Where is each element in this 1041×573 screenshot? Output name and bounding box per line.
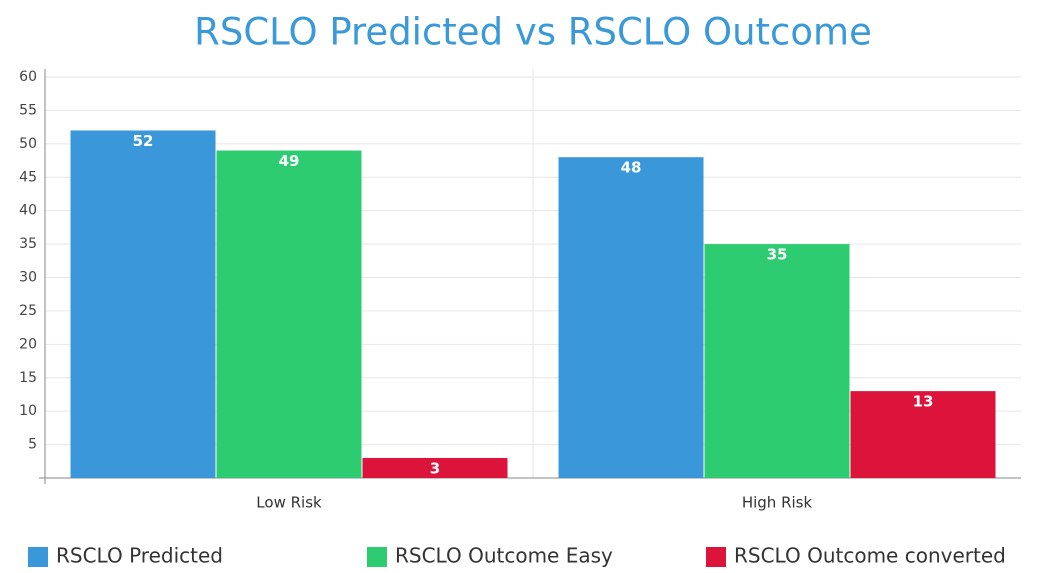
legend-swatch [28, 547, 48, 567]
y-tick-label: 20 [19, 336, 37, 352]
y-tick-label: 5 [28, 437, 37, 453]
data-label: 35 [767, 246, 788, 264]
y-tick-label: 10 [19, 403, 37, 419]
bar [216, 150, 362, 478]
data-label: 48 [621, 159, 642, 177]
x-tick-label: Low Risk [256, 494, 322, 512]
bar [70, 130, 216, 478]
x-tick-label: High Risk [742, 494, 813, 512]
data-label: 3 [430, 459, 440, 477]
bar [558, 157, 704, 478]
bar [704, 244, 850, 478]
legend-swatch [706, 547, 726, 567]
legend-label: RSCLO Outcome Easy [395, 544, 613, 568]
legend-label: RSCLO Outcome converted [734, 544, 1006, 568]
legend-label: RSCLO Predicted [56, 544, 223, 568]
y-tick-label: 15 [19, 370, 37, 386]
legend-swatch [367, 547, 387, 567]
y-tick-label: 60 [19, 69, 37, 85]
y-tick-label: 25 [19, 303, 37, 319]
y-tick-label: 50 [19, 136, 37, 152]
data-label: 13 [913, 393, 934, 411]
y-tick-label: 30 [19, 270, 37, 286]
data-label: 49 [279, 152, 300, 170]
chart-title: RSCLO Predicted vs RSCLO Outcome [194, 11, 872, 54]
data-label: 52 [133, 132, 154, 150]
y-tick-label: 55 [19, 102, 37, 118]
y-tick-label: 45 [19, 169, 37, 185]
y-tick-label: 40 [19, 203, 37, 219]
y-tick-label: 35 [19, 236, 37, 252]
bar [362, 457, 508, 478]
bar [850, 391, 996, 478]
